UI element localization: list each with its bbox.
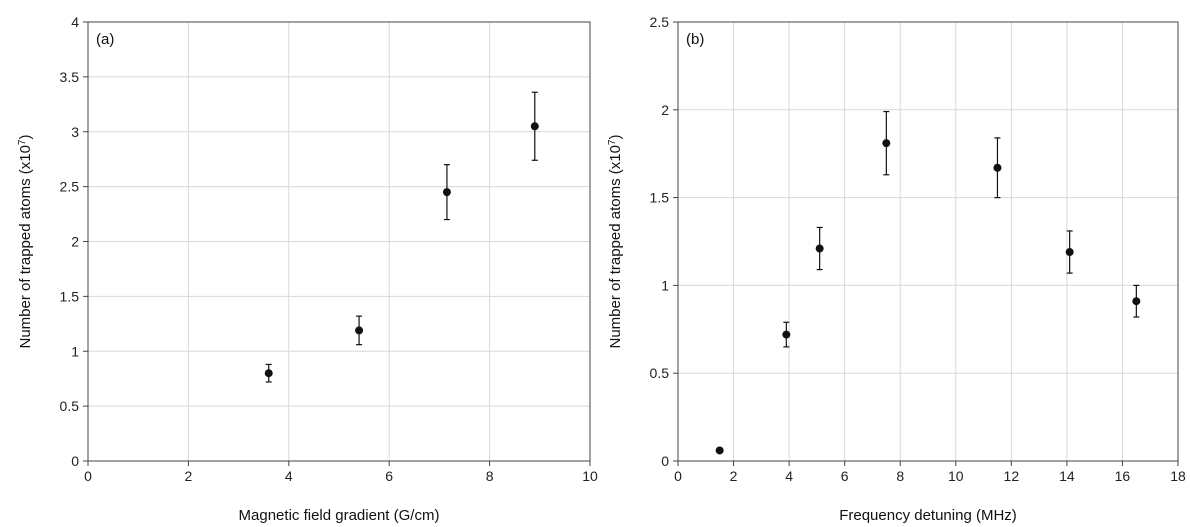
- panel-b-y-tick-label: 2: [661, 102, 669, 118]
- panel-b-y-tick-label: 1.5: [650, 190, 670, 206]
- panel-a-x-tick-label: 8: [486, 468, 494, 484]
- panel-b-x-tick-label: 0: [674, 468, 682, 484]
- panel-a-data-point: [264, 369, 273, 378]
- panel-b-x-tick-label: 10: [948, 468, 964, 484]
- panel-b-y-tick-label: 2.5: [650, 14, 670, 30]
- panel-b-x-tick-label: 16: [1115, 468, 1131, 484]
- panel-b-y-axis-label: Number of trapped atoms (x107): [607, 135, 625, 349]
- panel-b-x-tick-label: 18: [1170, 468, 1186, 484]
- panel-a-y-tick-label: 0.5: [60, 398, 80, 414]
- panel-a-data-point: [355, 326, 364, 335]
- panel-b-data-point: [782, 330, 791, 339]
- panel-b-data-point: [815, 244, 824, 253]
- panel-b-data-point: [1132, 297, 1141, 306]
- panel-b-x-axis-label: Frequency detuning (MHz): [839, 507, 1017, 524]
- panel-b-y-axis-label-exponent: 7: [607, 139, 618, 145]
- panel-a-data-point: [442, 188, 451, 197]
- panel-a-y-axis-label-end: ): [17, 135, 34, 140]
- panel-b-x-tick-label: 8: [896, 468, 904, 484]
- panel-a-y-tick-label: 2.5: [60, 179, 80, 195]
- panel-b-x-tick-label: 6: [841, 468, 849, 484]
- panel-b-data-point: [993, 163, 1002, 172]
- panel-a-y-axis-label: Number of trapped atoms (x107): [17, 135, 35, 349]
- panel-a-x-tick-label: 2: [185, 468, 193, 484]
- panel-b-points: [715, 110, 1141, 455]
- panel-b-grid: [678, 22, 1178, 461]
- panel-a-x-axis-label: Magnetic field gradient (G/cm): [239, 507, 440, 524]
- panel-b-y-tick-label: 1: [661, 277, 669, 293]
- panel-a-label: (a): [96, 31, 114, 48]
- panel-a-y-tick-label: 3.5: [60, 69, 80, 85]
- panel-b-x-tick-label: 14: [1059, 468, 1075, 484]
- panel-b-x-tick-label: 4: [785, 468, 793, 484]
- panel-a-y-tick-label: 1: [71, 343, 79, 359]
- panel-a-x-tick-label: 6: [385, 468, 393, 484]
- panel-a-ticks: 0 2 4 6 8 10 0 0.5 1 1.5 2 2.5 3 3.5 4: [60, 14, 598, 484]
- panel-a-data-point: [530, 122, 539, 131]
- panel-b-y-axis-label-end: ): [607, 135, 624, 140]
- panel-a-grid: [88, 22, 590, 461]
- panel-b-x-tick-label: 12: [1004, 468, 1020, 484]
- panel-b-frame: [677, 21, 1179, 462]
- panel-b-y-tick-label: 0.5: [650, 365, 670, 381]
- panel-a: 0 2 4 6 8 10 0 0.5 1 1.5 2 2.5 3 3.5 4 (a) Magnetic fi…: [17, 14, 598, 524]
- panel-a-x-tick-label: 10: [582, 468, 598, 484]
- panel-b-ticks: 0 2 4 6 8 10 12 14 16 18 0 0.5 1 1.5 2 2.5: [650, 14, 1186, 484]
- panel-a-y-tick-label: 1.5: [60, 288, 80, 304]
- panel-b-data-point: [715, 446, 724, 455]
- panel-a-y-axis-label-exponent: 7: [17, 139, 28, 145]
- panel-b-data-point: [882, 139, 891, 148]
- panel-a-y-tick-label: 2: [71, 234, 79, 250]
- panel-a-y-tick-label: 0: [71, 453, 79, 469]
- panel-a-points: [264, 91, 539, 383]
- panel-b-label: (b): [686, 31, 704, 48]
- panel-a-y-axis-label-main: Number of trapped atoms (x10: [17, 145, 34, 348]
- panel-a-x-tick-label: 4: [285, 468, 293, 484]
- panel-a-y-tick-label: 3: [71, 124, 79, 140]
- panel-b: 0 2 4 6 8 10 12 14 16 18 0 0.5 1 1.5 2 2.5 (b) Frequenc…: [607, 14, 1186, 524]
- panel-a-y-tick-label: 4: [71, 14, 79, 30]
- panel-b-x-tick-label: 2: [730, 468, 738, 484]
- panel-b-data-point: [1065, 248, 1074, 257]
- panel-b-y-axis-label-main: Number of trapped atoms (x10: [607, 145, 624, 348]
- panel-a-x-tick-label: 0: [84, 468, 92, 484]
- panel-b-y-tick-label: 0: [661, 453, 669, 469]
